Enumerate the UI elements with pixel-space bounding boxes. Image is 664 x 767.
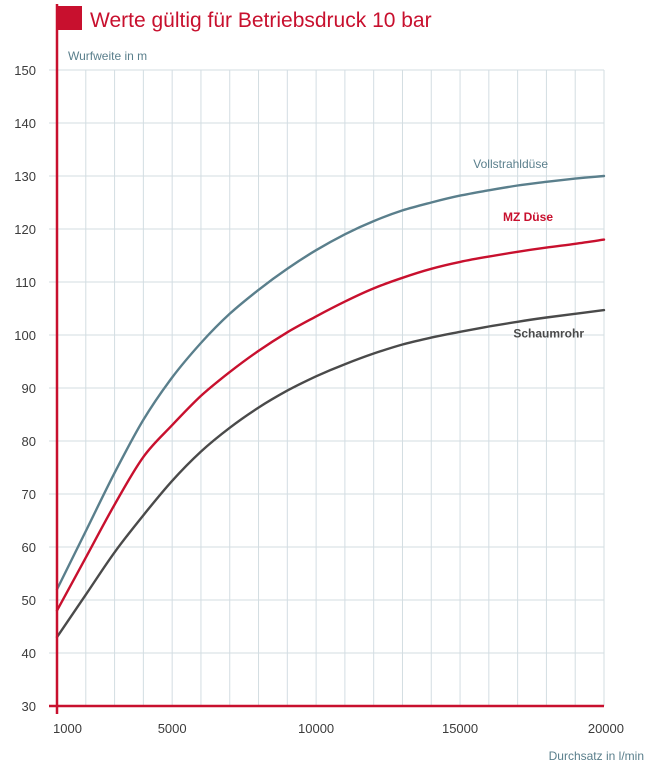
title-marker (58, 6, 82, 30)
x-tick-label: 15000 (442, 721, 478, 736)
y-tick-label: 70 (22, 487, 36, 502)
y-tick-label: 80 (22, 434, 36, 449)
x-tick-label: 5000 (158, 721, 187, 736)
series-label-vollstrahlduese: Vollstrahldüse (473, 157, 548, 171)
y-tick-label: 30 (22, 699, 36, 714)
series-line-mz-duese (55, 238, 606, 612)
y-tick-label: 90 (22, 381, 36, 396)
x-axis-label: Durchsatz in l/min (549, 749, 644, 763)
y-tick-label: 130 (14, 169, 36, 184)
y-tick-label: 150 (14, 63, 36, 78)
x-tick-label: 10000 (298, 721, 334, 736)
x-tick-label: 20000 (588, 721, 624, 736)
chart-title: Werte gültig für Betriebsdruck 10 bar (90, 9, 432, 32)
x-tick-labels: 1000 5000 10000 15000 20000 (53, 721, 624, 736)
x-tick-label: 1000 (53, 721, 82, 736)
y-tick-label: 50 (22, 593, 36, 608)
series-label-mz-duese: MZ Düse (503, 210, 553, 224)
y-tick-label: 120 (14, 222, 36, 237)
series-line-schaumrohr (55, 308, 606, 639)
series-label-schaumrohr: Schaumrohr (513, 327, 584, 341)
y-tick-label: 100 (14, 328, 36, 343)
series-layer (55, 174, 606, 639)
y-tick-labels: 30 40 50 60 70 80 90 100 110 120 130 140 150 (14, 63, 36, 714)
y-tick-label: 140 (14, 116, 36, 131)
grid (49, 69, 605, 706)
y-tick-label: 60 (22, 540, 36, 555)
y-axis-label: Wurfweite in m (68, 49, 147, 63)
series-line-vollstrahlduese (55, 174, 606, 591)
y-tick-label: 40 (22, 646, 36, 661)
series-labels: Vollstrahldüse MZ Düse Schaumrohr (473, 157, 584, 341)
y-tick-label: 110 (15, 275, 36, 290)
